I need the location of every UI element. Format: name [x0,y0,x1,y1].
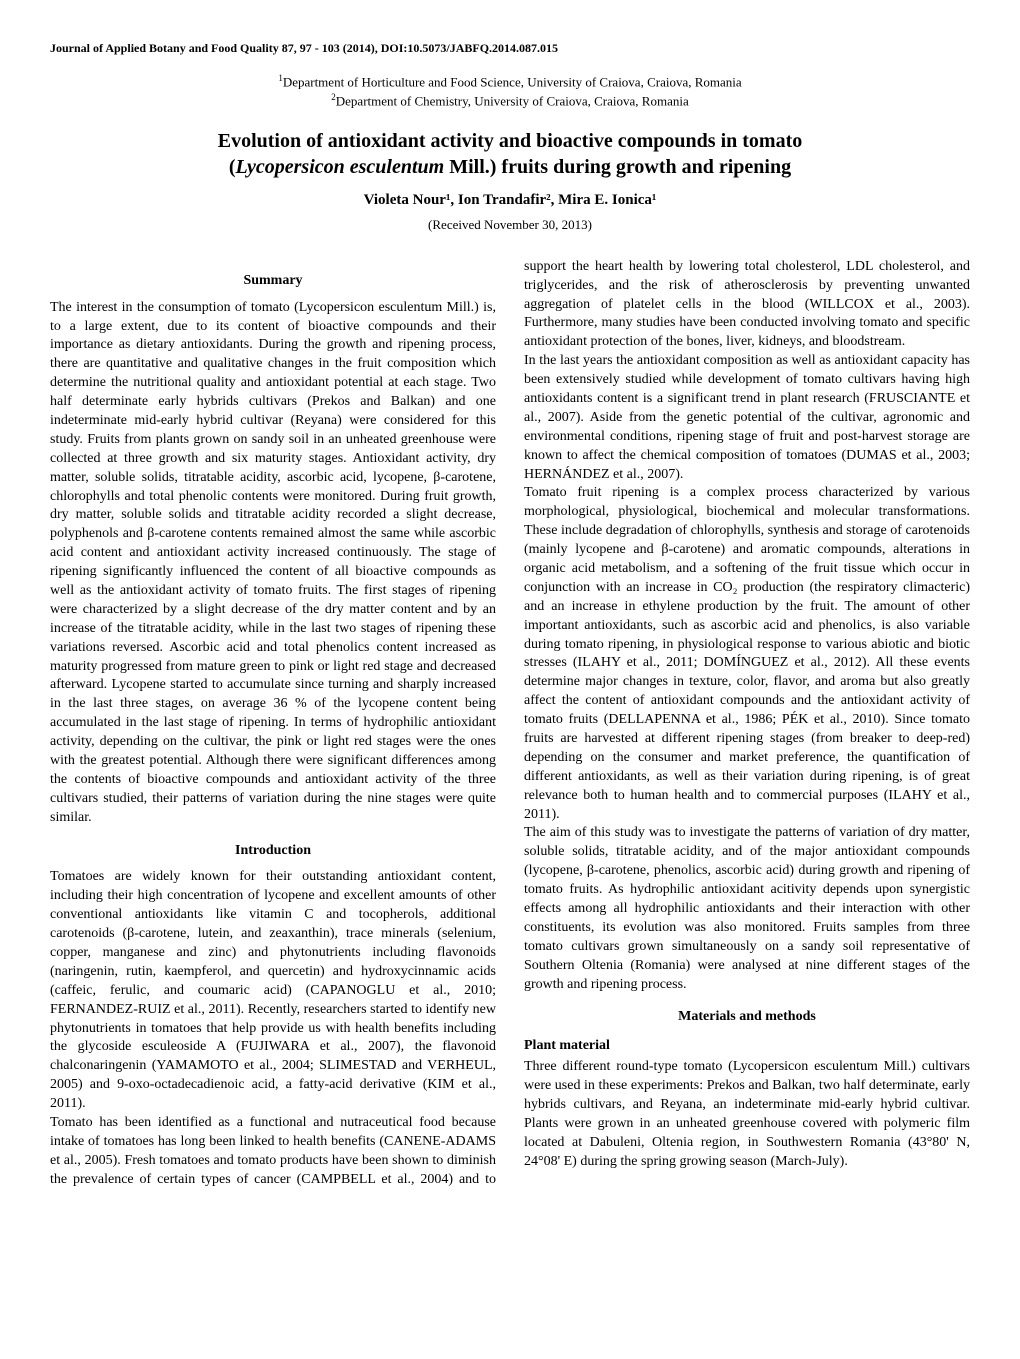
title-line-2-italic: Lycopersicon esculentum [236,156,445,178]
article-body: Summary The interest in the consumption … [50,258,970,1190]
journal-citation: Journal of Applied Botany and Food Quali… [50,40,970,56]
summary-heading: Summary [50,272,496,291]
introduction-heading: Introduction [50,842,496,861]
plant-material-heading: Plant material [524,1037,970,1056]
introduction-p3: In the last years the antioxidant compos… [524,352,970,484]
title-line-2-suffix: Mill.) fruits during growth and ripening [444,156,791,178]
introduction-p1: Tomatoes are widely known for their outs… [50,868,496,1114]
article-title: Evolution of antioxidant activity and bi… [50,128,970,180]
title-line-2-prefix: ( [229,156,236,178]
introduction-p4: Tomato fruit ripening is a complex proce… [524,484,970,824]
introduction-p5: The aim of this study was to investigate… [524,824,970,994]
affiliation-1: 1Department of Horticulture and Food Sci… [50,72,970,91]
plant-material-body: Three different round-type tomato (Lycop… [524,1058,970,1171]
affiliation-2-text: Department of Chemistry, University of C… [336,93,689,108]
received-date: (Received November 30, 2013) [50,216,970,234]
affiliation-2: 2Department of Chemistry, University of … [50,91,970,110]
affiliations-block: 1Department of Horticulture and Food Sci… [50,72,970,110]
title-line-1: Evolution of antioxidant activity and bi… [218,130,803,152]
authors: Violeta Nour¹, Ion Trandafir², Mira E. I… [50,190,970,210]
summary-body: The interest in the consumption of tomat… [50,299,496,828]
materials-heading: Materials and methods [524,1008,970,1027]
affiliation-1-text: Department of Horticulture and Food Scie… [283,75,742,90]
